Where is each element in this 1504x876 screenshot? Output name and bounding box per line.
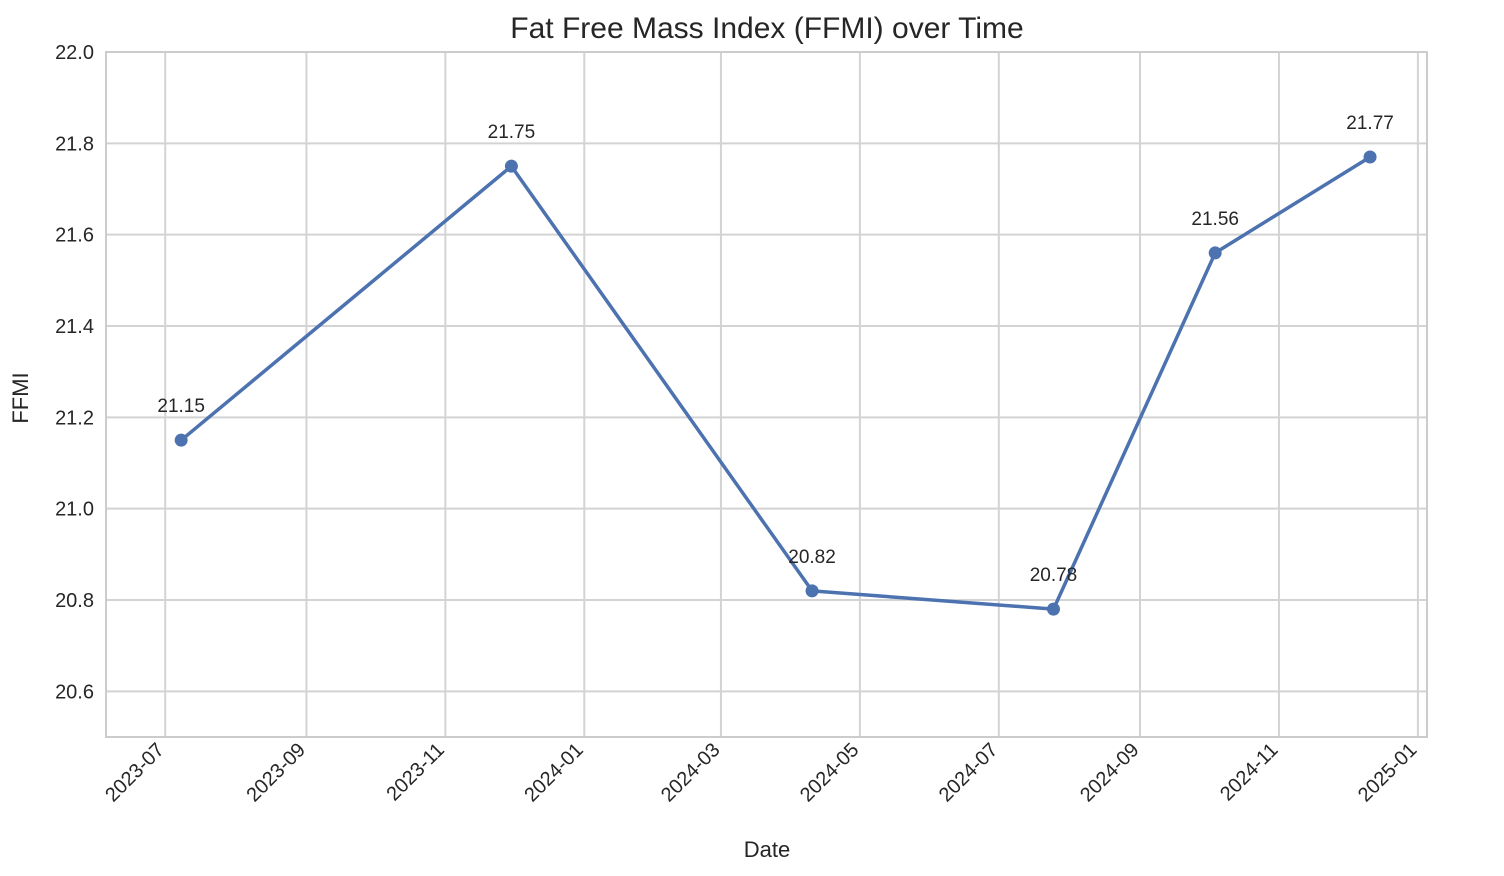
data-label: 20.82 bbox=[788, 547, 836, 568]
y-tick-label: 21.6 bbox=[55, 225, 94, 247]
plot-frame bbox=[105, 51, 1428, 738]
data-point bbox=[1208, 246, 1222, 260]
chart-title: Fat Free Mass Index (FFMI) over Time bbox=[510, 12, 1023, 45]
y-tick-label: 21.2 bbox=[55, 407, 94, 429]
y-tick-label: 21.8 bbox=[55, 133, 94, 155]
x-tick-label: 2024-01 bbox=[520, 739, 587, 806]
data-point bbox=[805, 584, 819, 598]
data-label: 21.77 bbox=[1346, 113, 1394, 134]
x-tick-label: 2025-01 bbox=[1354, 739, 1421, 806]
x-tick-label: 2023-11 bbox=[382, 739, 448, 805]
x-tick-label: 2024-09 bbox=[1076, 739, 1143, 806]
y-axis-ticks: 20.6 20.8 21.0 21.2 21.4 21.6 21.8 22.0 bbox=[55, 42, 94, 703]
data-point bbox=[1046, 602, 1060, 616]
x-tick-label: 2024-05 bbox=[796, 739, 863, 806]
x-tick-label: 2023-07 bbox=[101, 739, 168, 806]
data-point bbox=[504, 159, 518, 173]
data-point bbox=[1363, 150, 1377, 164]
series-line bbox=[179, 155, 1372, 611]
x-axis-label: Date bbox=[744, 837, 790, 862]
data-label: 20.78 bbox=[1030, 565, 1078, 586]
data-points bbox=[174, 150, 1377, 616]
data-point bbox=[174, 433, 188, 447]
data-labels: 21.15 21.75 20.82 20.78 21.56 21.77 bbox=[157, 113, 1393, 586]
data-label: 21.15 bbox=[157, 396, 205, 417]
y-tick-label: 21.0 bbox=[55, 499, 94, 521]
x-tick-label: 2024-11 bbox=[1216, 739, 1282, 805]
y-tick-label: 20.8 bbox=[55, 590, 94, 612]
grid-lines bbox=[106, 51, 1427, 737]
x-tick-label: 2023-09 bbox=[243, 739, 310, 806]
x-tick-label: 2024-03 bbox=[657, 739, 724, 806]
data-label: 21.75 bbox=[488, 122, 536, 143]
y-tick-label: 21.4 bbox=[55, 316, 94, 338]
y-tick-label: 20.6 bbox=[55, 681, 94, 703]
data-label: 21.56 bbox=[1191, 209, 1239, 230]
y-axis-label: FFMI bbox=[8, 372, 33, 423]
x-tick-label: 2024-07 bbox=[935, 739, 1002, 806]
y-tick-label: 22.0 bbox=[55, 42, 94, 64]
x-axis-ticks: 2023-07 2023-09 2023-11 2024-01 2024-03 2024-… bbox=[101, 739, 1421, 806]
